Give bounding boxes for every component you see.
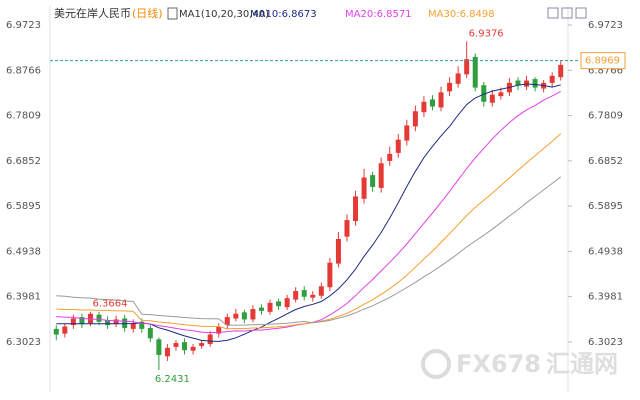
chart-subtitle: (日线) [132, 6, 163, 20]
candle-body [276, 301, 282, 307]
candle-body [327, 262, 333, 288]
candle-body [558, 64, 564, 78]
candle-body [532, 79, 538, 88]
candle-body [233, 313, 239, 319]
candle-body [318, 286, 324, 296]
candle-body [156, 339, 162, 355]
candle-body [267, 302, 273, 312]
candle-body [182, 342, 188, 351]
candle-body [447, 82, 453, 92]
candle-body [421, 101, 427, 113]
candle-body [412, 111, 418, 127]
candle-body [387, 153, 393, 161]
candle-body [284, 298, 290, 308]
candle-body [62, 326, 68, 334]
candle-body [481, 85, 487, 102]
candle-body [353, 196, 359, 222]
y-tick-label: 6.4938 [588, 246, 623, 257]
candle-body [173, 343, 179, 347]
y-tick-label: 6.3023 [6, 337, 41, 348]
y-tick-label: 6.8766 [588, 65, 623, 76]
ma-line [56, 133, 562, 330]
y-tick-label: 6.5895 [6, 201, 41, 212]
y-tick-label: 6.3981 [588, 292, 623, 303]
y-tick-label: 6.3981 [6, 292, 41, 303]
candle-body [199, 343, 205, 346]
candle-body [395, 139, 401, 153]
ma-line [56, 176, 562, 326]
candle-body [79, 317, 85, 325]
y-tick-label: 6.5895 [588, 201, 623, 212]
candle-body [216, 326, 222, 334]
candle-body [438, 92, 444, 108]
y-tick-label: 6.9723 [6, 20, 41, 31]
candle-body [515, 80, 521, 86]
candle-body [87, 313, 93, 324]
candle-body [96, 314, 102, 322]
watermark-logo [421, 349, 451, 379]
toolbar-icon[interactable] [561, 7, 573, 19]
ma-title: MA1(10,20,30,40) [179, 9, 269, 20]
candle-body [489, 94, 495, 103]
candle-body [105, 320, 111, 326]
candle-body [498, 92, 504, 97]
candle-body [241, 312, 247, 320]
candle-body [429, 99, 435, 107]
candle-body [361, 177, 367, 199]
y-tick-label: 6.4938 [6, 246, 41, 257]
candle-body [549, 75, 555, 83]
candle-body [310, 294, 316, 298]
candle-body [293, 291, 299, 300]
candle-body [344, 220, 350, 237]
candle-body [301, 290, 307, 297]
candle-body [370, 175, 376, 187]
ma-label: MA30:6.8498 [428, 9, 495, 20]
y-tick-label: 6.3023 [588, 337, 623, 348]
candle-body [250, 309, 256, 320]
candle-body [455, 73, 461, 84]
y-tick-label: 6.7809 [6, 111, 41, 122]
y-tick-label: 6.9723 [588, 20, 623, 31]
candle-body [472, 56, 478, 88]
candle-body [224, 317, 230, 326]
ma-label: MA20:6.8571 [345, 9, 412, 20]
annotation: 6.9376 [469, 28, 504, 39]
candle-body [207, 334, 213, 345]
candle-body [70, 318, 76, 326]
ma-icon [167, 7, 178, 20]
candle-body [378, 163, 384, 188]
candle-body [130, 323, 136, 329]
candle-body [258, 307, 264, 311]
chart-title: 美元在岸人民币 [54, 7, 131, 20]
toolbar-icon[interactable] [575, 7, 587, 19]
toolbar [547, 7, 587, 19]
candle-body [164, 347, 170, 357]
y-tick-label: 6.6852 [588, 156, 623, 167]
last-price-box [580, 52, 626, 70]
candle-body [139, 321, 145, 329]
last-price-label: 6.8969 [585, 56, 620, 67]
candle-body [190, 346, 196, 351]
y-tick-label: 6.7809 [588, 111, 623, 122]
watermark: 汇通网 [546, 350, 618, 378]
candle-body [335, 238, 341, 264]
y-tick-label: 6.8766 [6, 65, 41, 76]
y-tick-label: 6.6852 [6, 156, 41, 167]
annotation: 6.3664 [92, 299, 127, 310]
candle-body [147, 327, 153, 339]
candle-body [53, 328, 59, 335]
candle-body [113, 319, 119, 325]
watermark: FX678 [456, 350, 541, 378]
candle-body [464, 59, 470, 75]
annotation: 6.2431 [155, 374, 190, 385]
ma-label: MA10:6.8673 [250, 9, 317, 20]
candle-body [404, 125, 410, 141]
toolbar-icon[interactable] [547, 7, 559, 19]
